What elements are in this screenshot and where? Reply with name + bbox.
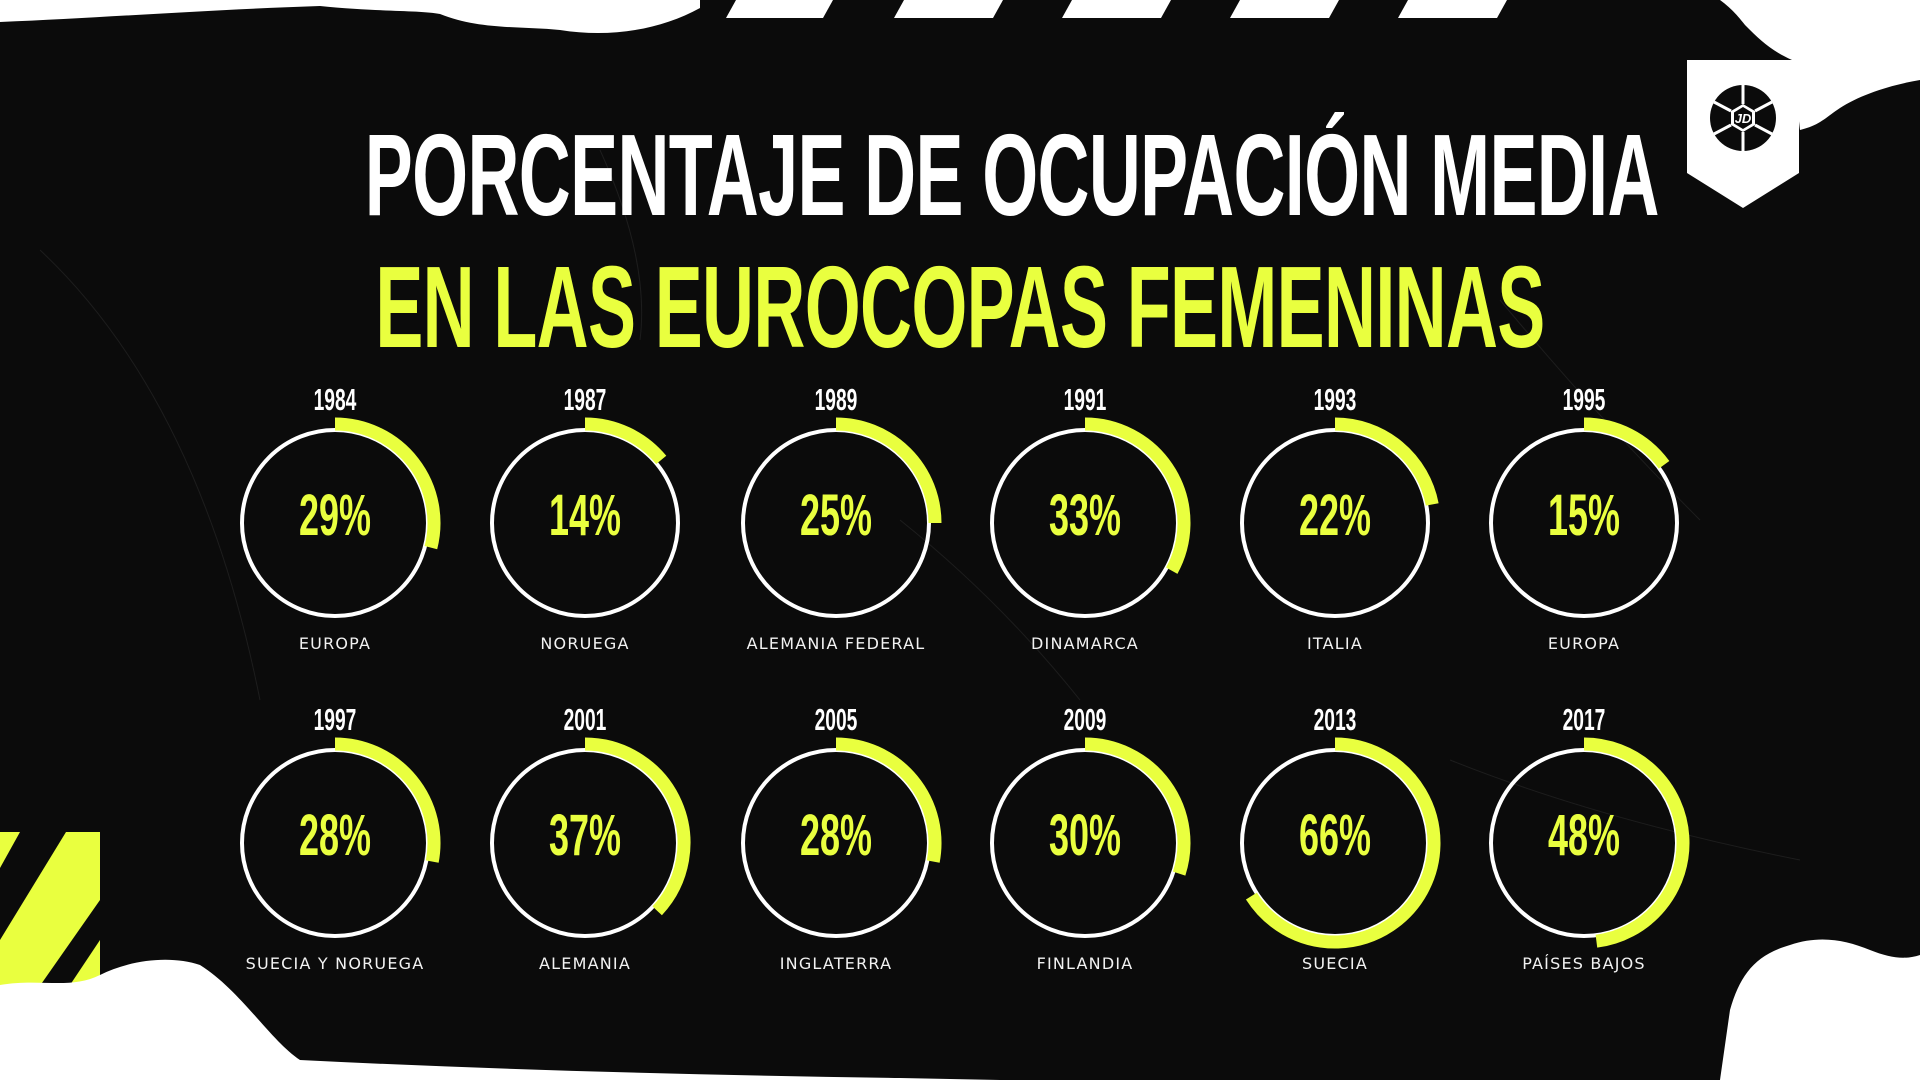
host-country-label: SUECIA Y NORUEGA: [245, 954, 425, 973]
ring-gauge: [741, 737, 942, 938]
title-line-1: PORCENTAJE DE OCUPACIÓN MEDIA: [364, 110, 1660, 240]
host-country-label: NORUEGA: [540, 634, 630, 653]
year-label: 2013: [1313, 702, 1357, 737]
year-label: 1993: [1313, 382, 1357, 417]
ring-gauge: [1240, 417, 1439, 618]
host-country-label: SUECIA: [1301, 954, 1368, 973]
percentage-value: 66%: [1299, 803, 1371, 868]
year-label: 2005: [814, 702, 858, 737]
ring-gauge-1993: 1993 22% ITALIA: [1210, 384, 1460, 684]
percentage-value: 30%: [1049, 803, 1121, 868]
ring-progress-arc: [835, 737, 942, 863]
ring-gauge-1987: 1987 14% NORUEGA: [460, 384, 710, 684]
ring-progress-arc: [584, 417, 667, 465]
year-label: 2017: [1562, 702, 1606, 737]
title-line-2: EN LAS EUROCOPAS FEMENINAS: [375, 242, 1545, 372]
ring-progress-arc: [1084, 417, 1191, 574]
year-label: 1995: [1562, 382, 1606, 417]
host-country-label: EUROPA: [1547, 634, 1621, 653]
football-icon: JD: [1710, 85, 1776, 151]
ring-gauge: [1240, 737, 1441, 949]
ring-progress-arc: [334, 737, 441, 863]
ring-gauge-1997: 1997 28% SUECIA Y NORUEGA: [210, 704, 460, 1004]
torn-paper-top-left: [0, 0, 700, 34]
ring-progress-arc: [1334, 417, 1439, 506]
percentage-value: 22%: [1299, 483, 1371, 548]
host-country-label: FINLANDIA: [1036, 954, 1134, 973]
ring-progress-arc: [835, 417, 942, 524]
percentage-value: 33%: [1049, 483, 1121, 548]
year-label: 2009: [1063, 702, 1107, 737]
percentage-value: 15%: [1548, 483, 1620, 548]
ring-gauge-2013: 2013 66% SUECIA: [1210, 704, 1460, 1004]
ring-gauge: [1489, 417, 1679, 618]
host-country-label: ALEMANIA: [539, 954, 631, 973]
ring-gauge: [741, 417, 942, 618]
host-country-label: ITALIA: [1307, 634, 1363, 653]
ring-progress-arc: [334, 417, 441, 550]
ring-gauge: [490, 737, 691, 938]
year-label: 1987: [563, 382, 607, 417]
top-stripes: [558, 0, 1507, 18]
ring-gauge: [240, 737, 441, 938]
host-country-label: INGLATERRA: [779, 954, 893, 973]
ring-gauge-2005: 2005 28% INGLATERRA: [711, 704, 961, 1004]
ring-progress-arc: [1245, 737, 1441, 949]
ring-progress-arc: [1583, 737, 1690, 948]
percentage-value: 28%: [299, 803, 371, 868]
ring-gauge: [990, 417, 1191, 618]
year-label: 2001: [563, 702, 607, 737]
ring-gauge-2017: 2017 48% PAÍSES BAJOS: [1459, 704, 1709, 1004]
ring-gauge: [990, 737, 1191, 938]
ring-gauge-1984: 1984 29% EUROPA: [210, 384, 460, 684]
ring-gauge-1995: 1995 15% EUROPA: [1459, 384, 1709, 684]
ring-track: [1240, 428, 1430, 618]
ring-progress-arc: [1084, 737, 1191, 876]
ring-gauge: [240, 417, 441, 618]
percentage-value: 28%: [800, 803, 872, 868]
year-label: 1991: [1063, 382, 1107, 417]
torn-paper-bottom: [0, 959, 1000, 1080]
jd-logo-badge: JD: [1687, 60, 1799, 208]
ring-progress-arc: [1583, 417, 1670, 469]
host-country-label: PAÍSES BAJOS: [1522, 954, 1646, 973]
year-label: 1989: [814, 382, 858, 417]
ring-gauge-2001: 2001 37% ALEMANIA: [460, 704, 710, 1004]
percentage-value: 48%: [1548, 803, 1620, 868]
percentage-value: 14%: [549, 483, 621, 548]
percentage-value: 25%: [800, 483, 872, 548]
year-label: 1984: [313, 382, 357, 417]
host-country-label: ALEMANIA FEDERAL: [746, 634, 926, 653]
ring-gauge: [490, 417, 680, 618]
ring-gauge: [1489, 737, 1690, 948]
percentage-value: 29%: [299, 483, 371, 548]
year-label: 1997: [313, 702, 357, 737]
percentage-value: 37%: [549, 803, 621, 868]
host-country-label: EUROPA: [298, 634, 372, 653]
ring-gauge-2009: 2009 30% FINLANDIA: [960, 704, 1210, 1004]
torn-paper-top-right: [1720, 0, 1920, 130]
ring-gauge-1989: 1989 25% ALEMANIA FEDERAL: [711, 384, 961, 684]
host-country-label: DINAMARCA: [1031, 634, 1139, 653]
jd-logo-text: JD: [1735, 111, 1752, 126]
torn-paper-bottom-right: [1720, 939, 1920, 1080]
ring-gauge-1991: 1991 33% DINAMARCA: [960, 384, 1210, 684]
ring-progress-arc: [584, 737, 691, 916]
